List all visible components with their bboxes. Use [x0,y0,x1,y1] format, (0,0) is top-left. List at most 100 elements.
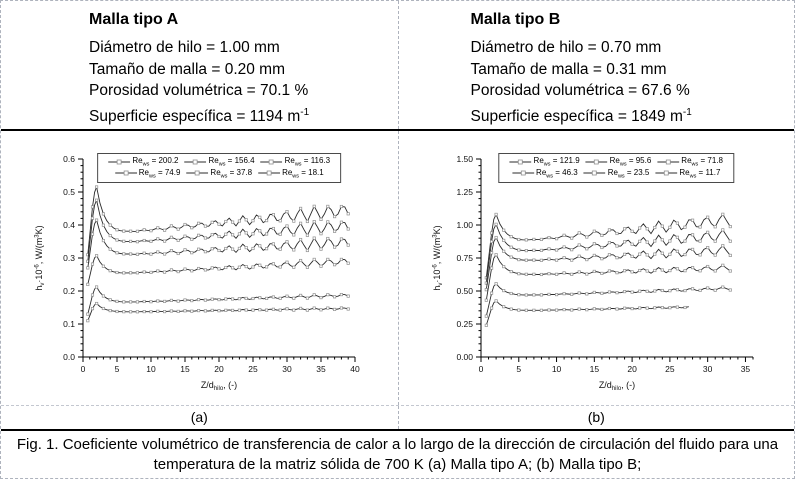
svg-text:1.25: 1.25 [456,187,473,197]
legend-item: Rews = 121.9 [509,156,580,168]
legend-label: Rews = 95.6 [609,156,652,168]
y-axis-ticks [475,158,481,358]
svg-text:20: 20 [214,364,224,374]
mesh-a-info: Malla tipo A Diámetro de hilo = 1.00 mm T… [1,1,398,129]
svg-text:1.50: 1.50 [456,154,473,164]
x-axis-labels: 0 5 10 15 20 25 30 35 40 [81,364,360,374]
svg-text:0: 0 [478,364,483,374]
series-46.3 [484,253,732,302]
series-37.8 [86,285,350,316]
chart-a: Rews = 200.2 Rews = 156.4 Rews = 116.3 Rews… [1,131,398,405]
legend-label: Rews = 46.3 [536,167,578,180]
legend-label: Rews = 121.9 [533,156,580,168]
svg-text:1.00: 1.00 [456,220,473,230]
y-axis-title: hv·10-6, W/(m3K) [432,225,444,290]
legend-marker-icon [512,170,535,176]
mesh-a-info-lines: Diámetro de hilo = 1.00 mm Tamaño de mall… [89,37,398,127]
svg-text:0.1: 0.1 [63,319,75,329]
legend-item: Rews = 71.8 [657,156,723,168]
legend-label: Rews = 71.8 [681,156,723,168]
svg-text:30: 30 [702,364,712,374]
legend-marker-icon [585,159,608,165]
svg-text:0.2: 0.2 [63,286,75,296]
legend-row: Rews = 121.9 Rews = 95.6 Rews = 71.8 [507,156,726,168]
legend-item: Rews = 11.7 [655,167,721,180]
y-axis-ticks [78,158,83,358]
svg-text:25: 25 [248,364,258,374]
x-axis-title: Z/dhilo, (-) [201,380,237,392]
svg-text:5: 5 [115,364,120,374]
chart-a-plot: 0 5 10 15 20 25 30 35 40 0.0 0.1 0.2 0.3 0.4 0.5 0.6 Z/d… [34,154,360,392]
sublabel-a: (a) [190,409,208,425]
legend-row: Rews = 74.9 Rews = 37.8 Rews = 18.1 [105,167,333,180]
svg-text:30: 30 [282,364,292,374]
svg-text:0.3: 0.3 [63,253,75,263]
legend-item: Rews = 46.3 [512,167,578,180]
legend-marker-icon [186,170,209,176]
mesh-b-info-lines: Diámetro de hilo = 0.70 mm Tamaño de mall… [471,37,795,127]
legend-item: Rews = 74.9 [114,167,181,180]
series-23.5 [484,282,732,318]
mesh-b-info: Malla tipo B Diámetro de hilo = 0.70 mm T… [397,1,795,129]
svg-text:0.25: 0.25 [456,319,473,329]
svg-text:0.50: 0.50 [456,286,473,296]
legend-label: Rews = 23.5 [607,167,650,180]
svg-text:0.6: 0.6 [63,154,75,164]
svg-text:40: 40 [350,364,360,374]
series-121.9 [484,212,732,280]
legend-label: Rews = 37.8 [210,167,253,180]
mesh-a-title: Malla tipo A [89,11,179,28]
series-116.3 [86,218,350,270]
legend-label: Rews = 156.4 [208,156,255,168]
legend-label: Rews = 200.2 [132,156,179,168]
chart-b-legend: Rews = 121.9 Rews = 95.6 Rews = 71.8 Rews =… [498,153,734,184]
series-156.4 [86,198,350,263]
info-line: Diámetro de hilo = 0.70 mm [470,39,662,56]
legend-label: Rews = 116.3 [284,156,331,168]
legend-label: Rews = 74.9 [138,167,181,180]
legend-row: Rews = 200.2 Rews = 156.4 Rews = 116.3 [105,156,333,168]
legend-item: Rews = 95.6 [585,156,652,168]
legend-marker-icon [258,170,281,176]
mesh-info-row: Malla tipo A Diámetro de hilo = 1.00 mm T… [1,1,794,131]
legend-item: Rews = 18.1 [258,167,324,180]
info-line: Tamaño de malla = 0.20 mm [89,60,285,78]
x-axis-labels: 0 5 10 15 20 25 30 35 [478,364,750,374]
series-11.7 [484,299,689,327]
legend-marker-icon [657,159,680,165]
chart-b-plot: 0 5 10 15 20 25 30 35 0.00 0.25 0.50 0.75 1.00 1.25 1.… [432,154,753,392]
legend-marker-icon [509,159,532,165]
legend-item: Rews = 23.5 [583,167,650,180]
svg-text:0: 0 [81,364,86,374]
svg-text:0.00: 0.00 [456,352,473,362]
y-axis-labels: 0.00 0.25 0.50 0.75 1.00 1.25 1.50 [456,154,473,362]
sublabel-row: (a) (b) [1,405,794,429]
series-200.2 [86,185,350,257]
series-71.8 [484,235,732,292]
svg-text:35: 35 [740,364,750,374]
svg-text:10: 10 [551,364,561,374]
x-axis-ticks [82,357,356,362]
info-line: Superficie específica = 1194 m-1 [89,106,310,125]
svg-text:25: 25 [665,364,675,374]
legend-item: Rews = 37.8 [186,167,253,180]
chart-b: Rews = 121.9 Rews = 95.6 Rews = 71.8 Rews =… [397,131,795,405]
charts-row: Rews = 200.2 Rews = 156.4 Rews = 116.3 Rews… [1,131,794,405]
legend-label: Rews = 11.7 [679,167,721,180]
series-95.6 [484,222,732,285]
y-axis-title: hv·10-6, W/(m3K) [34,225,46,290]
chart-a-legend: Rews = 200.2 Rews = 156.4 Rews = 116.3 Rews… [97,153,342,184]
svg-text:15: 15 [589,364,599,374]
legend-label: Rews = 18.1 [282,167,324,180]
info-line: Porosidad volumétrica = 70.1 % [89,82,309,99]
svg-text:35: 35 [316,364,326,374]
legend-marker-icon [108,159,131,165]
x-axis-title: Z/dhilo, (-) [598,380,634,392]
legend-row: Rews = 46.3 Rews = 23.5 Rews = 11.7 [507,167,726,180]
svg-text:0.75: 0.75 [456,253,473,263]
legend-marker-icon [114,170,137,176]
legend-item: Rews = 116.3 [260,156,331,168]
info-line: Tamaño de malla = 0.31 mm [470,60,667,78]
legend-marker-icon [184,159,207,165]
